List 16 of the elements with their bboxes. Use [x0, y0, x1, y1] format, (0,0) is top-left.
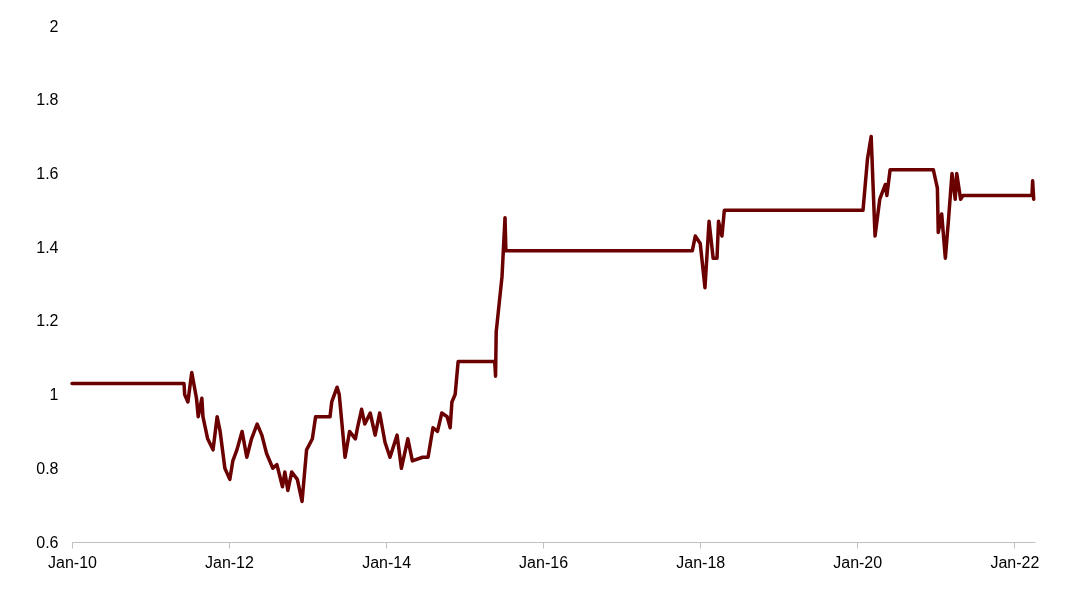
x-tick-label: Jan-18: [676, 553, 726, 571]
x-tick-label: Jan-10: [48, 553, 98, 571]
x-tick-label: Jan-22: [990, 553, 1040, 571]
y-tick-label: 0.8: [36, 459, 59, 477]
x-tick-label: Jan-16: [519, 553, 569, 571]
y-tick-label: 2: [49, 17, 59, 35]
y-tick-label: 1: [49, 386, 59, 404]
x-tick-label: Jan-20: [833, 553, 883, 571]
line-series: [70, 134, 1036, 504]
y-tick-label: 1.2: [36, 312, 59, 330]
y-tick-label: 1.8: [36, 91, 59, 109]
y-tick-label: 1.6: [36, 164, 59, 182]
y-tick-label: 1.4: [36, 238, 59, 256]
x-tick-label: Jan-14: [362, 553, 412, 571]
x-tick-label: Jan-12: [204, 553, 255, 571]
y-tick-label: 0.6: [36, 533, 59, 551]
